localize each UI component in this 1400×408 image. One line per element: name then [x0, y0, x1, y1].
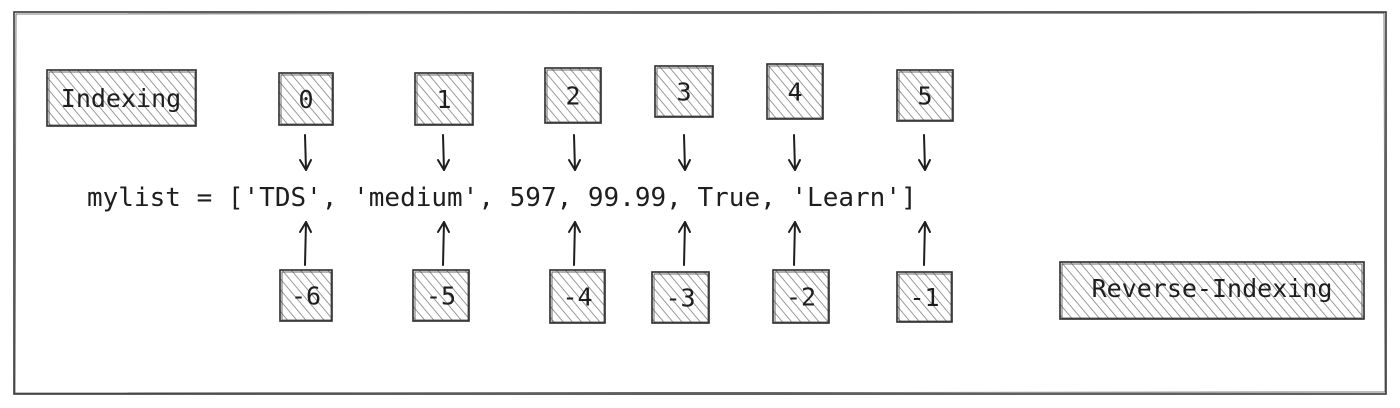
arrows: [299, 134, 931, 266]
index-box-5-text: 5: [917, 82, 932, 111]
reverse-index-box-1: -5: [412, 269, 470, 322]
reverse-index-box-4: -2: [772, 269, 830, 324]
reverse-index-arrow-2: [568, 221, 581, 266]
reverse-index-box-4-text: -2: [786, 283, 816, 312]
reverse-index-box-3: -3: [651, 271, 710, 324]
index-box-1: 1: [414, 72, 474, 126]
index-box-1-text: 1: [436, 85, 451, 114]
reverse-index-box-0-text: -6: [291, 282, 321, 311]
reverse-index-arrow-4: [788, 221, 801, 266]
index-box-3: 3: [654, 65, 714, 118]
index-box-4: 4: [766, 63, 824, 120]
reverse-index-box-1-text: -5: [426, 282, 456, 311]
index-arrow-0: [299, 134, 312, 171]
index-box-4-text: 4: [787, 78, 802, 107]
reverse-index-box-2-text: -4: [562, 283, 592, 312]
index-boxes: 0 1 2 3 4 5: [278, 63, 954, 126]
index-arrow-2: [568, 134, 581, 171]
reverse-index-box-0: -6: [279, 269, 333, 322]
indexing-label: Indexing: [46, 69, 197, 127]
reverse-index-box-5: -1: [896, 271, 953, 323]
reverse-index-arrow-3: [678, 221, 691, 266]
index-arrow-5: [918, 134, 931, 171]
index-box-2: 2: [544, 67, 602, 124]
reverse-index-arrow-1: [437, 221, 450, 266]
reverse-index-boxes: -6 -5 -4 -3 -2 -1: [279, 269, 953, 324]
code-line: mylist = ['TDS', 'medium', 597, 99.99, T…: [87, 183, 917, 213]
index-box-2-text: 2: [565, 82, 580, 111]
index-arrow-4: [788, 134, 801, 171]
index-arrow-3: [678, 134, 691, 171]
reverse-index-box-5-text: -1: [909, 283, 939, 312]
index-box-5: 5: [896, 69, 954, 122]
reverse-index-box-2: -4: [549, 269, 606, 324]
diagram-frame: [13, 11, 1387, 395]
index-box-3-text: 3: [676, 78, 691, 107]
index-arrow-1: [437, 134, 450, 171]
svg-text:Indexing: Indexing: [61, 84, 181, 113]
index-box-0-text: 0: [298, 85, 313, 114]
index-box-0: 0: [278, 72, 334, 126]
reverse-index-box-3-text: -3: [665, 284, 695, 313]
reverse-indexing-label: Reverse-Indexing: [1059, 261, 1365, 320]
reverse-index-arrow-0: [299, 221, 312, 266]
svg-text:Reverse-Indexing: Reverse-Indexing: [1092, 274, 1333, 303]
reverse-index-arrow-5: [918, 221, 931, 266]
